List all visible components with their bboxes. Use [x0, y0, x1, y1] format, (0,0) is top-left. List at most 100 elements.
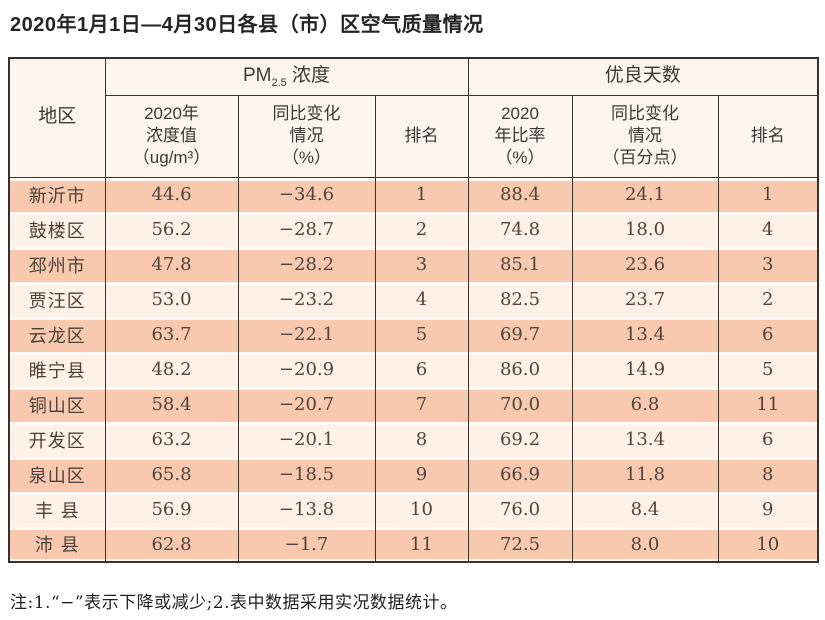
cell-days-ratio: 69.2 [467, 422, 572, 457]
cell-pm-change: −34.6 [237, 177, 375, 212]
cell-pm-rank: 3 [374, 247, 468, 282]
cell-region: 睢宁县 [9, 352, 105, 387]
cell-region: 泉山区 [9, 457, 105, 492]
cell-pm-change: −20.9 [237, 352, 375, 387]
cell-days-rank: 6 [717, 422, 819, 457]
cell-days-change: 24.1 [571, 177, 718, 212]
cell-pm-value: 56.2 [104, 212, 238, 247]
cell-pm-change: −28.7 [237, 212, 375, 247]
cell-days-rank: 3 [717, 247, 819, 282]
header-days-ratio: 2020 年比率 （%） [467, 94, 573, 178]
cell-pm-value: 48.2 [104, 352, 238, 387]
pm25-label-main: PM [242, 64, 272, 86]
cell-days-ratio: 88.4 [467, 177, 572, 212]
pm25-label-subscript: 2.5 [271, 76, 287, 89]
cell-days-ratio: 74.8 [467, 212, 572, 247]
cell-days-change: 23.6 [571, 247, 718, 282]
header-days-rank: 排名 [717, 94, 819, 178]
cell-days-rank: 5 [717, 352, 819, 387]
air-quality-table: 地区 PM2.5 浓度 优良天数 2020年 浓度值 （ug/m³） 同比变化 … [8, 57, 820, 563]
table-row: 开发区 63.2 −20.1 8 69.2 13.4 6 [9, 422, 819, 457]
cell-pm-value: 58.4 [104, 387, 238, 422]
cell-days-ratio: 66.9 [467, 457, 572, 492]
header-region: 地区 [8, 57, 106, 178]
cell-region: 邳州市 [9, 247, 105, 282]
table-row: 丰 县 56.9 −13.8 10 76.0 8.4 9 [9, 492, 819, 527]
cell-days-ratio: 70.0 [467, 387, 572, 422]
cell-days-rank: 6 [717, 317, 819, 352]
table-row: 泉山区 65.8 −18.5 9 66.9 11.8 8 [9, 457, 819, 492]
cell-days-rank: 8 [717, 457, 819, 492]
cell-pm-value: 44.6 [104, 177, 238, 212]
cell-days-change: 6.8 [571, 387, 718, 422]
cell-pm-change: −23.2 [237, 282, 375, 317]
cell-region: 铜山区 [9, 387, 105, 422]
cell-pm-value: 65.8 [104, 457, 238, 492]
cell-days-change: 8.4 [571, 492, 718, 527]
cell-pm-value: 63.7 [104, 317, 238, 352]
cell-days-rank: 4 [717, 212, 819, 247]
table-row: 新沂市 44.6 −34.6 1 88.4 24.1 1 [9, 177, 819, 212]
table-row: 铜山区 58.4 −20.7 7 70.0 6.8 11 [9, 387, 819, 422]
cell-pm-value: 62.8 [104, 527, 238, 562]
cell-days-ratio: 69.7 [467, 317, 572, 352]
cell-region: 贾汪区 [9, 282, 105, 317]
cell-region: 开发区 [9, 422, 105, 457]
cell-pm-rank: 10 [374, 492, 468, 527]
cell-pm-change: −28.2 [237, 247, 375, 282]
cell-days-rank: 10 [717, 527, 819, 562]
table-row: 云龙区 63.7 −22.1 5 69.7 13.4 6 [9, 317, 819, 352]
cell-days-change: 11.8 [571, 457, 718, 492]
table-header: 地区 PM2.5 浓度 优良天数 2020年 浓度值 （ug/m³） 同比变化 … [8, 57, 819, 178]
cell-days-change: 23.7 [571, 282, 718, 317]
table-row: 鼓楼区 56.2 −28.7 2 74.8 18.0 4 [9, 212, 819, 247]
cell-pm-rank: 4 [374, 282, 468, 317]
header-group-row: 地区 PM2.5 浓度 优良天数 [8, 57, 819, 178]
table-row: 邳州市 47.8 −28.2 3 85.1 23.6 3 [9, 247, 819, 282]
cell-pm-rank: 5 [374, 317, 468, 352]
table-row: 沛 县 62.8 −1.7 11 72.5 8.0 10 [9, 527, 819, 562]
cell-days-ratio: 85.1 [467, 247, 572, 282]
header-pm-change: 同比变化 情况 （%） [237, 94, 376, 178]
header-sub-row: 2020年 浓度值 （ug/m³） 同比变化 情况 （%） 排名 2020 年比… [9, 94, 819, 178]
cell-pm-value: 47.8 [104, 247, 238, 282]
cell-region: 鼓楼区 [9, 212, 105, 247]
cell-pm-rank: 8 [374, 422, 468, 457]
page-title: 2020年1月1日—4月30日各县（市）区空气质量情况 [10, 14, 484, 36]
cell-pm-change: −20.1 [237, 422, 375, 457]
cell-days-change: 13.4 [571, 422, 718, 457]
cell-pm-value: 53.0 [104, 282, 238, 317]
cell-days-ratio: 82.5 [467, 282, 572, 317]
cell-pm-rank: 2 [374, 212, 468, 247]
cell-region: 沛 县 [9, 527, 105, 562]
cell-days-change: 14.9 [571, 352, 718, 387]
cell-days-ratio: 86.0 [467, 352, 572, 387]
cell-days-ratio: 72.5 [467, 527, 572, 562]
cell-pm-rank: 11 [374, 527, 468, 562]
cell-pm-change: −20.7 [237, 387, 375, 422]
cell-days-rank: 2 [717, 282, 819, 317]
cell-region: 丰 县 [9, 492, 105, 527]
cell-region: 云龙区 [9, 317, 105, 352]
cell-pm-change: −1.7 [237, 527, 375, 562]
cell-days-rank: 1 [717, 177, 819, 212]
cell-pm-change: −18.5 [237, 457, 375, 492]
header-pm25-group: PM2.5 浓度 [104, 57, 469, 96]
cell-pm-rank: 7 [374, 387, 468, 422]
cell-pm-rank: 6 [374, 352, 468, 387]
cell-days-rank: 9 [717, 492, 819, 527]
cell-pm-change: −22.1 [237, 317, 375, 352]
pm25-label-rest: 浓度 [286, 64, 331, 86]
cell-pm-change: −13.8 [237, 492, 375, 527]
cell-days-change: 8.0 [571, 527, 718, 562]
cell-days-ratio: 76.0 [467, 492, 572, 527]
cell-pm-rank: 9 [374, 457, 468, 492]
cell-days-change: 18.0 [571, 212, 718, 247]
footnote: 注:1.“−”表示下降或减少;2.表中数据采用实况数据统计。 [10, 593, 458, 613]
header-pm-rank: 排名 [374, 94, 469, 178]
cell-days-rank: 11 [717, 387, 819, 422]
header-pm-value: 2020年 浓度值 （ug/m³） [104, 94, 239, 178]
cell-days-change: 13.4 [571, 317, 718, 352]
cell-pm-value: 56.9 [104, 492, 238, 527]
